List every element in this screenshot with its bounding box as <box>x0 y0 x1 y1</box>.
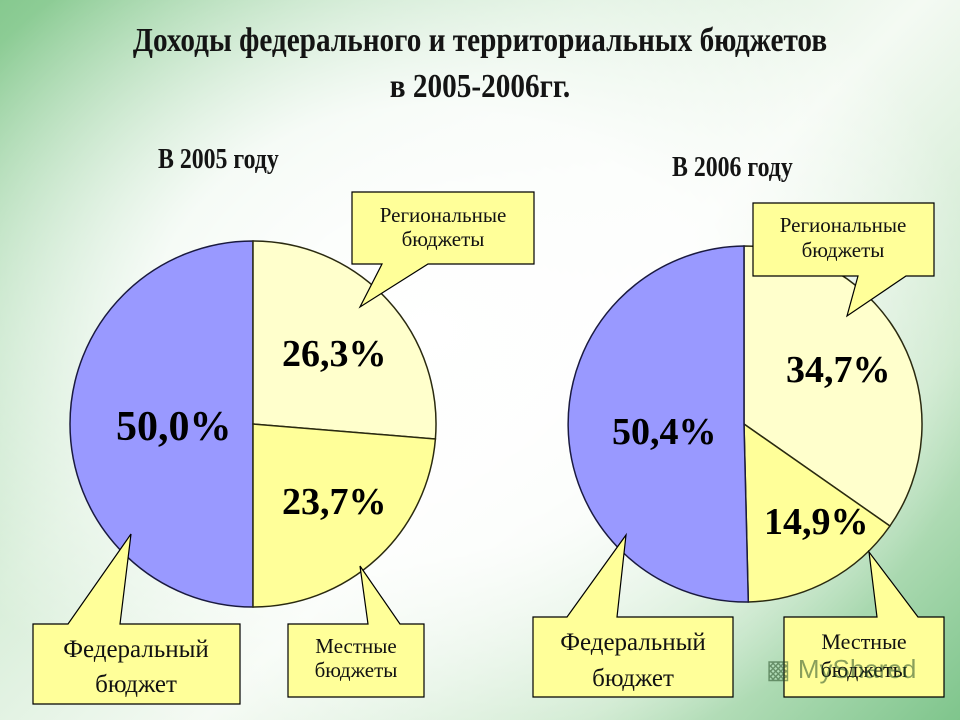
callout-2006-federal-line2: бюджет <box>592 665 674 692</box>
label-2005-federal: 50,0% <box>116 404 232 450</box>
callout-2005-federal-line1: Федеральный <box>63 636 209 663</box>
page-title: Доходы федерального и территориальных бю… <box>67 18 893 110</box>
presentation-icon: ▩ <box>766 654 791 684</box>
pie-2006 <box>567 245 923 603</box>
slice-2005-regional <box>252 240 437 440</box>
callout-2005-federal-line2: бюджет <box>95 671 177 698</box>
chart-2006-heading: В 2006 году <box>672 152 793 183</box>
label-2005-local: 23,7% <box>282 481 387 523</box>
callout-2005-local-line1: Местные <box>315 634 396 658</box>
watermark-text: MyShared <box>797 654 917 684</box>
callout-2006-regional-line1: Региональные <box>780 213 907 237</box>
callout-2005-regional-line1: Региональные <box>380 203 507 227</box>
title-line-1: Доходы федерального и территориальных бю… <box>132 22 828 59</box>
callout-2006-local-line2: бюджеты <box>821 657 908 682</box>
callout-2006-regional-line2: бюджеты <box>802 238 885 262</box>
callout-2006-local-line1: Местные <box>821 629 906 654</box>
slice-2005-local <box>252 423 437 608</box>
label-2006-federal: 50,4% <box>612 411 717 453</box>
callout-2006-local: Местные бюджеты <box>783 549 945 698</box>
label-2006-local: 14,9% <box>764 501 869 543</box>
callout-2005-regional: Региональные бюджеты <box>351 191 535 309</box>
slice-2005-federal <box>69 240 254 608</box>
label-2005-regional: 26,3% <box>282 333 387 375</box>
label-2006-regional: 34,7% <box>786 349 891 391</box>
callout-2005-local-line2: бюджеты <box>315 658 398 682</box>
callout-2006-regional: Региональные бюджеты <box>752 202 935 318</box>
title-line-2: в 2005-2006гг. <box>389 68 571 105</box>
chart-2005-heading: В 2005 году <box>158 144 279 175</box>
slice-2006-local <box>743 422 891 603</box>
callout-2005-regional-line2: бюджеты <box>402 227 485 251</box>
callout-2006-federal-line1: Федеральный <box>560 629 706 656</box>
callout-2005-local: Местные бюджеты <box>287 565 425 698</box>
callout-2005-federal: Федеральный бюджет <box>32 533 241 705</box>
callout-2006-federal: Федеральный бюджет <box>532 532 734 698</box>
slice-2006-federal <box>567 245 750 603</box>
pie-2005 <box>69 240 437 608</box>
watermark: ▩ MyShared <box>766 654 916 685</box>
